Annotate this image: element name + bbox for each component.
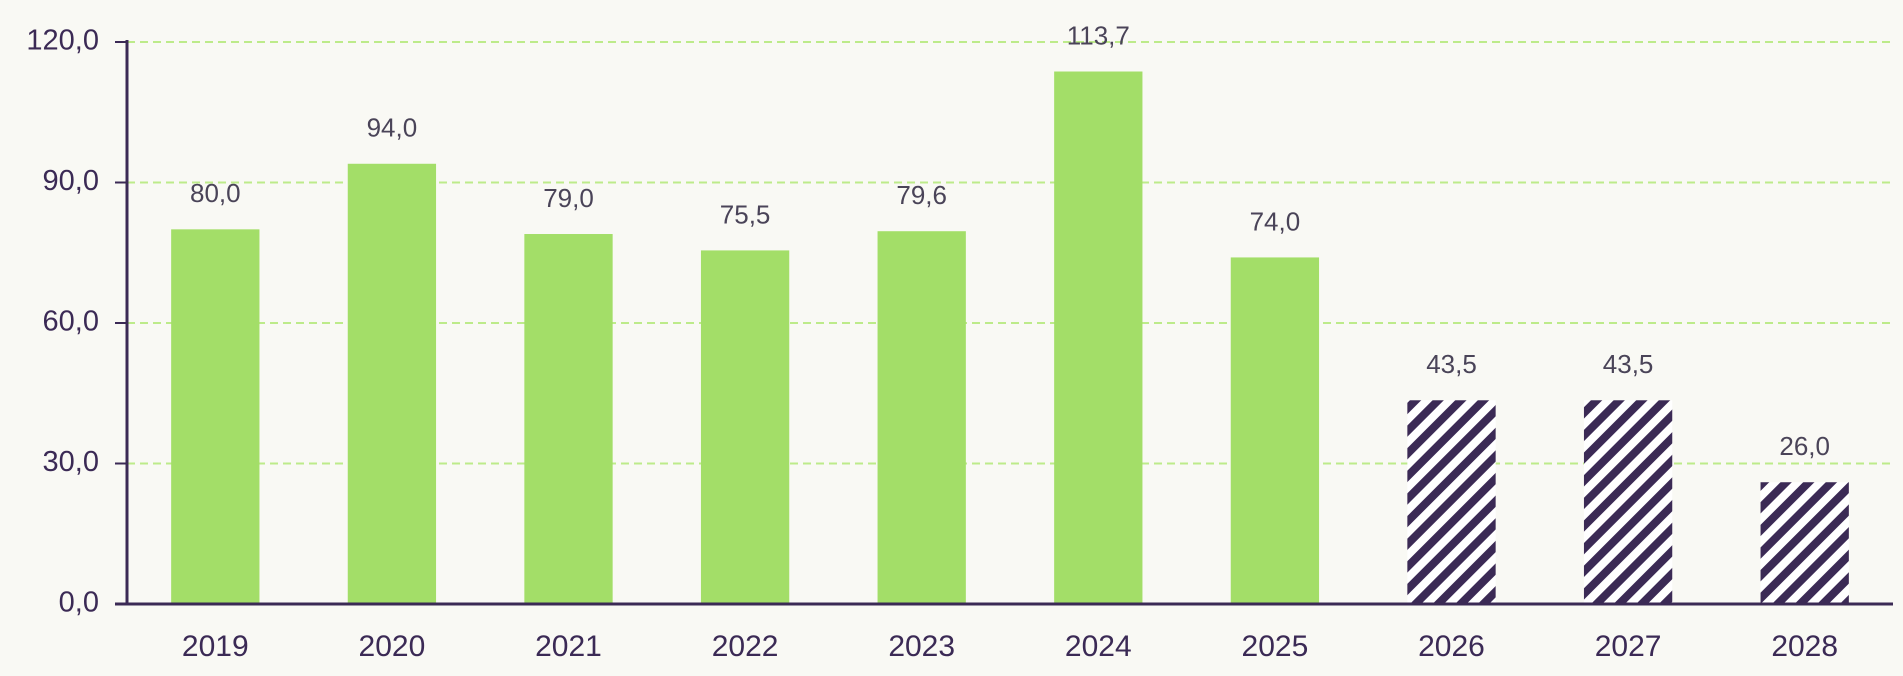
x-tick-label: 2024 <box>1065 630 1132 663</box>
bar <box>347 163 437 604</box>
y-tick-label: 120,0 <box>26 25 99 57</box>
bar <box>171 229 260 605</box>
x-tick-label: 2025 <box>1242 630 1309 663</box>
x-tick-label: 2023 <box>888 630 955 663</box>
y-tick-label: 0,0 <box>59 587 99 619</box>
x-tick-label: 2021 <box>535 630 602 663</box>
value-label: 80,0 <box>190 178 241 208</box>
y-tick-label: 60,0 <box>43 306 99 338</box>
value-label: 74,0 <box>1250 206 1301 236</box>
value-label: 79,0 <box>543 183 594 213</box>
value-label: 43,5 <box>1603 349 1654 379</box>
bar <box>1407 400 1496 604</box>
value-label: 75,5 <box>720 199 771 229</box>
bar <box>877 231 966 604</box>
bar <box>1230 257 1320 604</box>
y-tick-label: 30,0 <box>43 446 99 478</box>
value-label: 113,7 <box>1067 20 1130 50</box>
x-tick-label: 2020 <box>359 630 426 663</box>
bar <box>1054 71 1143 604</box>
value-label: 26,0 <box>1779 431 1830 461</box>
bar <box>700 250 790 605</box>
x-tick-label: 2027 <box>1595 630 1662 663</box>
value-label: 43,5 <box>1426 349 1477 379</box>
x-tick-label: 2028 <box>1771 630 1838 663</box>
value-label: 94,0 <box>367 113 418 143</box>
bar <box>1760 482 1849 604</box>
x-tick-label: 2022 <box>712 630 779 663</box>
x-tick-label: 2019 <box>182 630 249 663</box>
x-tick-label: 2026 <box>1418 630 1485 663</box>
y-tick-label: 90,0 <box>43 165 99 197</box>
bar <box>524 234 613 604</box>
bar <box>1583 400 1673 604</box>
value-label: 79,6 <box>896 180 947 210</box>
